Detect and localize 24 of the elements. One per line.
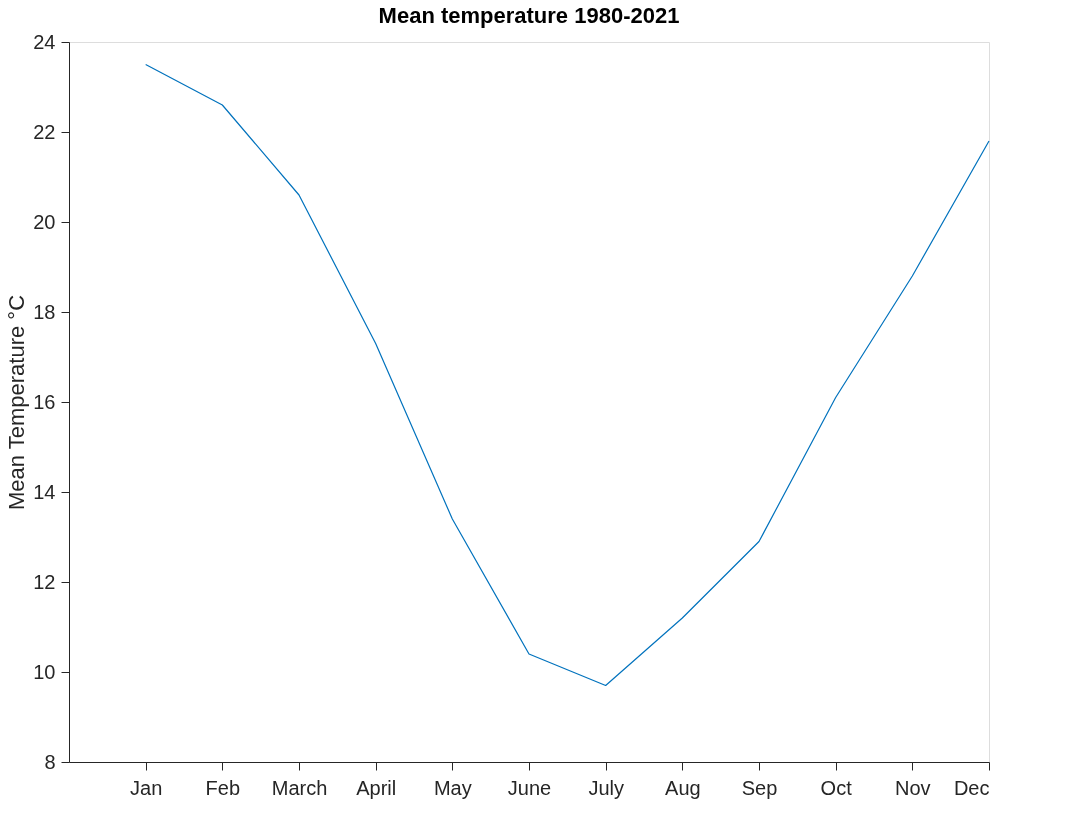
x-tick-label: Nov [895, 776, 931, 799]
chart-title: Mean temperature 1980-2021 [378, 3, 680, 28]
y-tick-label: 10 [33, 660, 56, 683]
x-tick-label: July [588, 776, 624, 799]
line-series [145, 63, 990, 687]
y-tick-label: 18 [33, 300, 56, 323]
y-tick-label: 12 [33, 570, 56, 593]
x-tick-label: May [433, 776, 472, 799]
y-tick-label: 8 [44, 750, 56, 773]
x-tick-label: Oct [820, 776, 853, 799]
x-tick-label: Dec [953, 776, 990, 799]
x-tick-label: April [356, 776, 397, 799]
y-axis-title: Mean Temperature °C [4, 294, 30, 511]
y-tick-label: 16 [33, 390, 56, 413]
x-tick-label: Jan [130, 776, 163, 799]
y-tick-label: 14 [33, 480, 56, 503]
y-tick-label: 22 [33, 120, 56, 143]
x-tick-label: Aug [665, 776, 701, 799]
x-tick-label: Sep [741, 776, 778, 799]
x-tick-label: June [507, 776, 552, 799]
x-tick-label: Feb [205, 776, 241, 799]
y-tick-label: 24 [33, 30, 56, 53]
x-tick-label: March [271, 776, 328, 799]
y-tick-label: 20 [33, 210, 56, 233]
